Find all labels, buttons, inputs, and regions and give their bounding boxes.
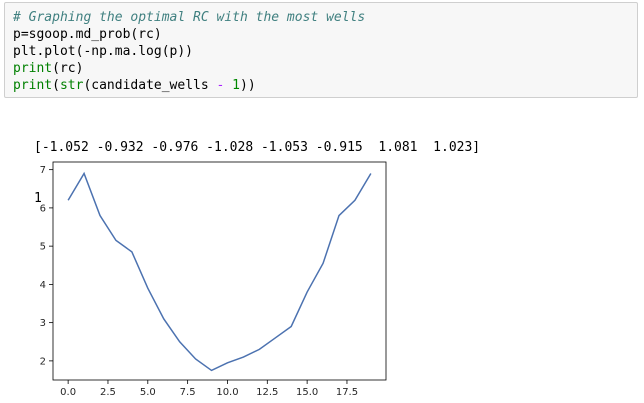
code-line-comment: # Graphing the optimal RC with the most … (13, 9, 637, 26)
code-cell[interactable]: # Graphing the optimal RC with the most … (4, 2, 638, 98)
print-keyword: print (13, 78, 53, 93)
x-tick-label: 5.0 (140, 387, 156, 398)
output-rc-array: [-1.052 -0.932 -0.976 -1.028 -1.053 -0.9… (34, 140, 481, 155)
code-line-print-wells: print(str(candidate_wells - 1)) (13, 77, 637, 94)
y-tick-label: 2 (40, 356, 46, 367)
x-tick-label: 10.0 (216, 387, 238, 398)
minus-operator: - (216, 78, 225, 93)
str-keyword: str (59, 78, 84, 93)
x-axis: 0.0 2.5 5.0 7.5 10.0 12.5 15.0 17.5 (60, 380, 358, 398)
y-tick-label: 4 (40, 280, 46, 291)
code-line-print-rc: print(rc) (13, 60, 637, 77)
y-tick-label: 5 (40, 242, 46, 253)
x-tick-label: 2.5 (100, 387, 116, 398)
y-tick-label: 3 (40, 318, 46, 329)
line-chart: 2 3 4 5 6 7 0.0 2.5 5.0 7.5 10.0 12.5 15.0 17.5 (40, 161, 387, 398)
output-wells-count: 1 (34, 191, 42, 206)
x-tick-label: 7.5 (180, 387, 196, 398)
y-tick-label: 7 (40, 165, 46, 176)
code-comment: # Graphing the optimal RC with the most … (13, 10, 366, 25)
cell-output: [-1.052 -0.932 -0.976 -1.028 -1.053 -0.9… (34, 105, 480, 224)
paren-open: ( (52, 78, 60, 93)
x-tick-label: 15.0 (296, 387, 318, 398)
space (224, 78, 232, 93)
print-args: (rc) (52, 61, 84, 76)
number-literal: 1 (232, 78, 240, 93)
axes-frame (52, 161, 387, 381)
series-line (67, 171, 372, 372)
y-tick-label: 6 (40, 203, 46, 214)
x-tick-label: 0.0 (60, 387, 76, 398)
code-line-prob: p=sgoop.md_prob(rc) (13, 27, 162, 42)
wells-arg: (candidate_wells (83, 78, 217, 93)
y-axis: 2 3 4 5 6 7 (40, 165, 53, 367)
x-tick-label: 12.5 (256, 387, 278, 398)
x-tick-label: 17.5 (336, 387, 358, 398)
code-line-plot: plt.plot(-np.ma.log(p)) (13, 44, 194, 59)
print-keyword: print (13, 61, 53, 76)
paren-close: )) (240, 78, 256, 93)
